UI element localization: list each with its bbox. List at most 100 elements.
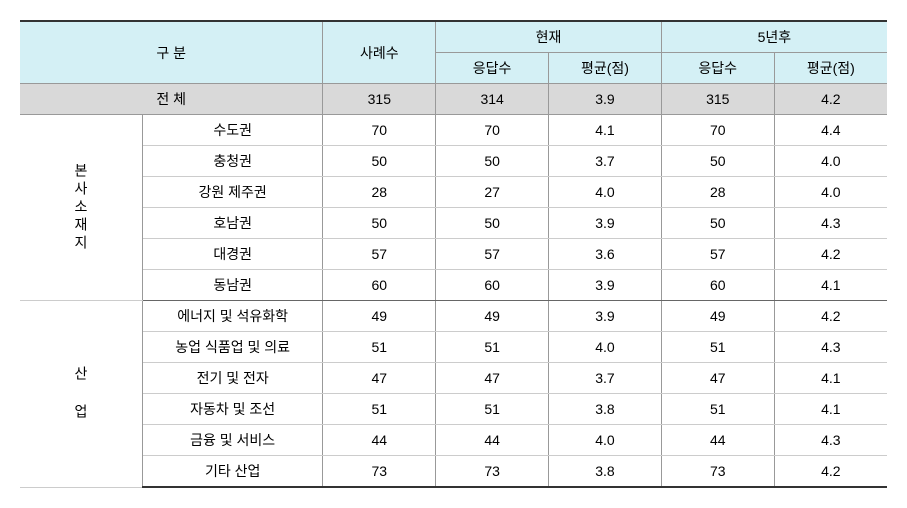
row-name: 농업 식품업 및 의료 <box>142 332 323 363</box>
row-cases: 73 <box>323 456 436 488</box>
table-row: 대경권57573.6574.2 <box>20 239 887 270</box>
row-current-resp: 44 <box>436 425 549 456</box>
row-current-resp: 50 <box>436 208 549 239</box>
row-cases: 50 <box>323 208 436 239</box>
row-cases: 60 <box>323 270 436 301</box>
row-current-resp: 27 <box>436 177 549 208</box>
row-future-avg: 4.0 <box>774 146 887 177</box>
row-future-avg: 4.4 <box>774 115 887 146</box>
row-name: 기타 산업 <box>142 456 323 488</box>
row-cases: 70 <box>323 115 436 146</box>
row-name: 에너지 및 석유화학 <box>142 301 323 332</box>
row-name: 자동차 및 조선 <box>142 394 323 425</box>
row-future-avg: 4.2 <box>774 239 887 270</box>
row-future-avg: 4.1 <box>774 363 887 394</box>
row-name: 충청권 <box>142 146 323 177</box>
row-future-resp: 47 <box>661 363 774 394</box>
row-future-resp: 60 <box>661 270 774 301</box>
row-name: 전기 및 전자 <box>142 363 323 394</box>
group-label: 본사소재지 <box>20 115 142 301</box>
row-name: 대경권 <box>142 239 323 270</box>
row-current-resp: 51 <box>436 332 549 363</box>
row-name: 수도권 <box>142 115 323 146</box>
row-current-resp: 51 <box>436 394 549 425</box>
table-row: 산 업에너지 및 석유화학49493.9494.2 <box>20 301 887 332</box>
row-cases: 49 <box>323 301 436 332</box>
row-future-avg: 4.0 <box>774 177 887 208</box>
row-current-resp: 50 <box>436 146 549 177</box>
row-current-resp: 49 <box>436 301 549 332</box>
header-future: 5년후 <box>661 21 887 53</box>
row-name: 강원 제주권 <box>142 177 323 208</box>
row-cases: 47 <box>323 363 436 394</box>
row-future-resp: 49 <box>661 301 774 332</box>
table-row: 동남권60603.9604.1 <box>20 270 887 301</box>
total-label: 전 체 <box>20 84 323 115</box>
row-future-avg: 4.2 <box>774 301 887 332</box>
row-current-avg: 3.9 <box>549 301 662 332</box>
row-current-avg: 3.9 <box>549 208 662 239</box>
row-cases: 51 <box>323 394 436 425</box>
row-name: 금융 및 서비스 <box>142 425 323 456</box>
row-cases: 51 <box>323 332 436 363</box>
row-current-avg: 4.0 <box>549 177 662 208</box>
row-future-resp: 50 <box>661 208 774 239</box>
row-future-resp: 51 <box>661 394 774 425</box>
row-future-resp: 44 <box>661 425 774 456</box>
total-future-resp: 315 <box>661 84 774 115</box>
group-label: 산 업 <box>20 301 142 488</box>
row-current-avg: 3.7 <box>549 146 662 177</box>
table-header: 구 분 사례수 현재 5년후 응답수 평균(점) 응답수 평균(점) <box>20 21 887 84</box>
row-name: 동남권 <box>142 270 323 301</box>
total-current-resp: 314 <box>436 84 549 115</box>
row-future-resp: 70 <box>661 115 774 146</box>
table-row: 호남권50503.9504.3 <box>20 208 887 239</box>
table-row: 전기 및 전자47473.7474.1 <box>20 363 887 394</box>
table-row: 충청권50503.7504.0 <box>20 146 887 177</box>
total-future-avg: 4.2 <box>774 84 887 115</box>
total-row: 전 체 315 314 3.9 315 4.2 <box>20 84 887 115</box>
row-future-resp: 51 <box>661 332 774 363</box>
data-table-container: 구 분 사례수 현재 5년후 응답수 평균(점) 응답수 평균(점) 전 체 3… <box>20 20 887 488</box>
row-current-avg: 4.0 <box>549 332 662 363</box>
row-current-avg: 3.9 <box>549 270 662 301</box>
row-future-resp: 57 <box>661 239 774 270</box>
row-future-avg: 4.3 <box>774 425 887 456</box>
row-future-avg: 4.3 <box>774 208 887 239</box>
row-future-avg: 4.3 <box>774 332 887 363</box>
row-future-resp: 73 <box>661 456 774 488</box>
table-row: 기타 산업73733.8734.2 <box>20 456 887 488</box>
row-name: 호남권 <box>142 208 323 239</box>
table-row: 자동차 및 조선51513.8514.1 <box>20 394 887 425</box>
header-future-avg: 평균(점) <box>774 53 887 84</box>
total-current-avg: 3.9 <box>549 84 662 115</box>
row-current-resp: 60 <box>436 270 549 301</box>
row-current-avg: 3.8 <box>549 456 662 488</box>
row-cases: 44 <box>323 425 436 456</box>
row-current-resp: 47 <box>436 363 549 394</box>
row-future-resp: 28 <box>661 177 774 208</box>
table-row: 강원 제주권28274.0284.0 <box>20 177 887 208</box>
table-row: 본사소재지수도권70704.1704.4 <box>20 115 887 146</box>
row-current-avg: 3.7 <box>549 363 662 394</box>
row-future-avg: 4.1 <box>774 394 887 425</box>
row-future-avg: 4.1 <box>774 270 887 301</box>
row-cases: 28 <box>323 177 436 208</box>
row-current-avg: 4.0 <box>549 425 662 456</box>
row-cases: 50 <box>323 146 436 177</box>
row-current-resp: 70 <box>436 115 549 146</box>
row-cases: 57 <box>323 239 436 270</box>
header-current-avg: 평균(점) <box>549 53 662 84</box>
row-future-resp: 50 <box>661 146 774 177</box>
row-current-resp: 73 <box>436 456 549 488</box>
total-cases: 315 <box>323 84 436 115</box>
header-category: 구 분 <box>20 21 323 84</box>
row-current-avg: 3.8 <box>549 394 662 425</box>
table-row: 농업 식품업 및 의료51514.0514.3 <box>20 332 887 363</box>
table-row: 금융 및 서비스44444.0444.3 <box>20 425 887 456</box>
header-current-resp: 응답수 <box>436 53 549 84</box>
header-current: 현재 <box>436 21 662 53</box>
table-body: 전 체 315 314 3.9 315 4.2 본사소재지수도권70704.17… <box>20 84 887 488</box>
row-current-resp: 57 <box>436 239 549 270</box>
row-future-avg: 4.2 <box>774 456 887 488</box>
